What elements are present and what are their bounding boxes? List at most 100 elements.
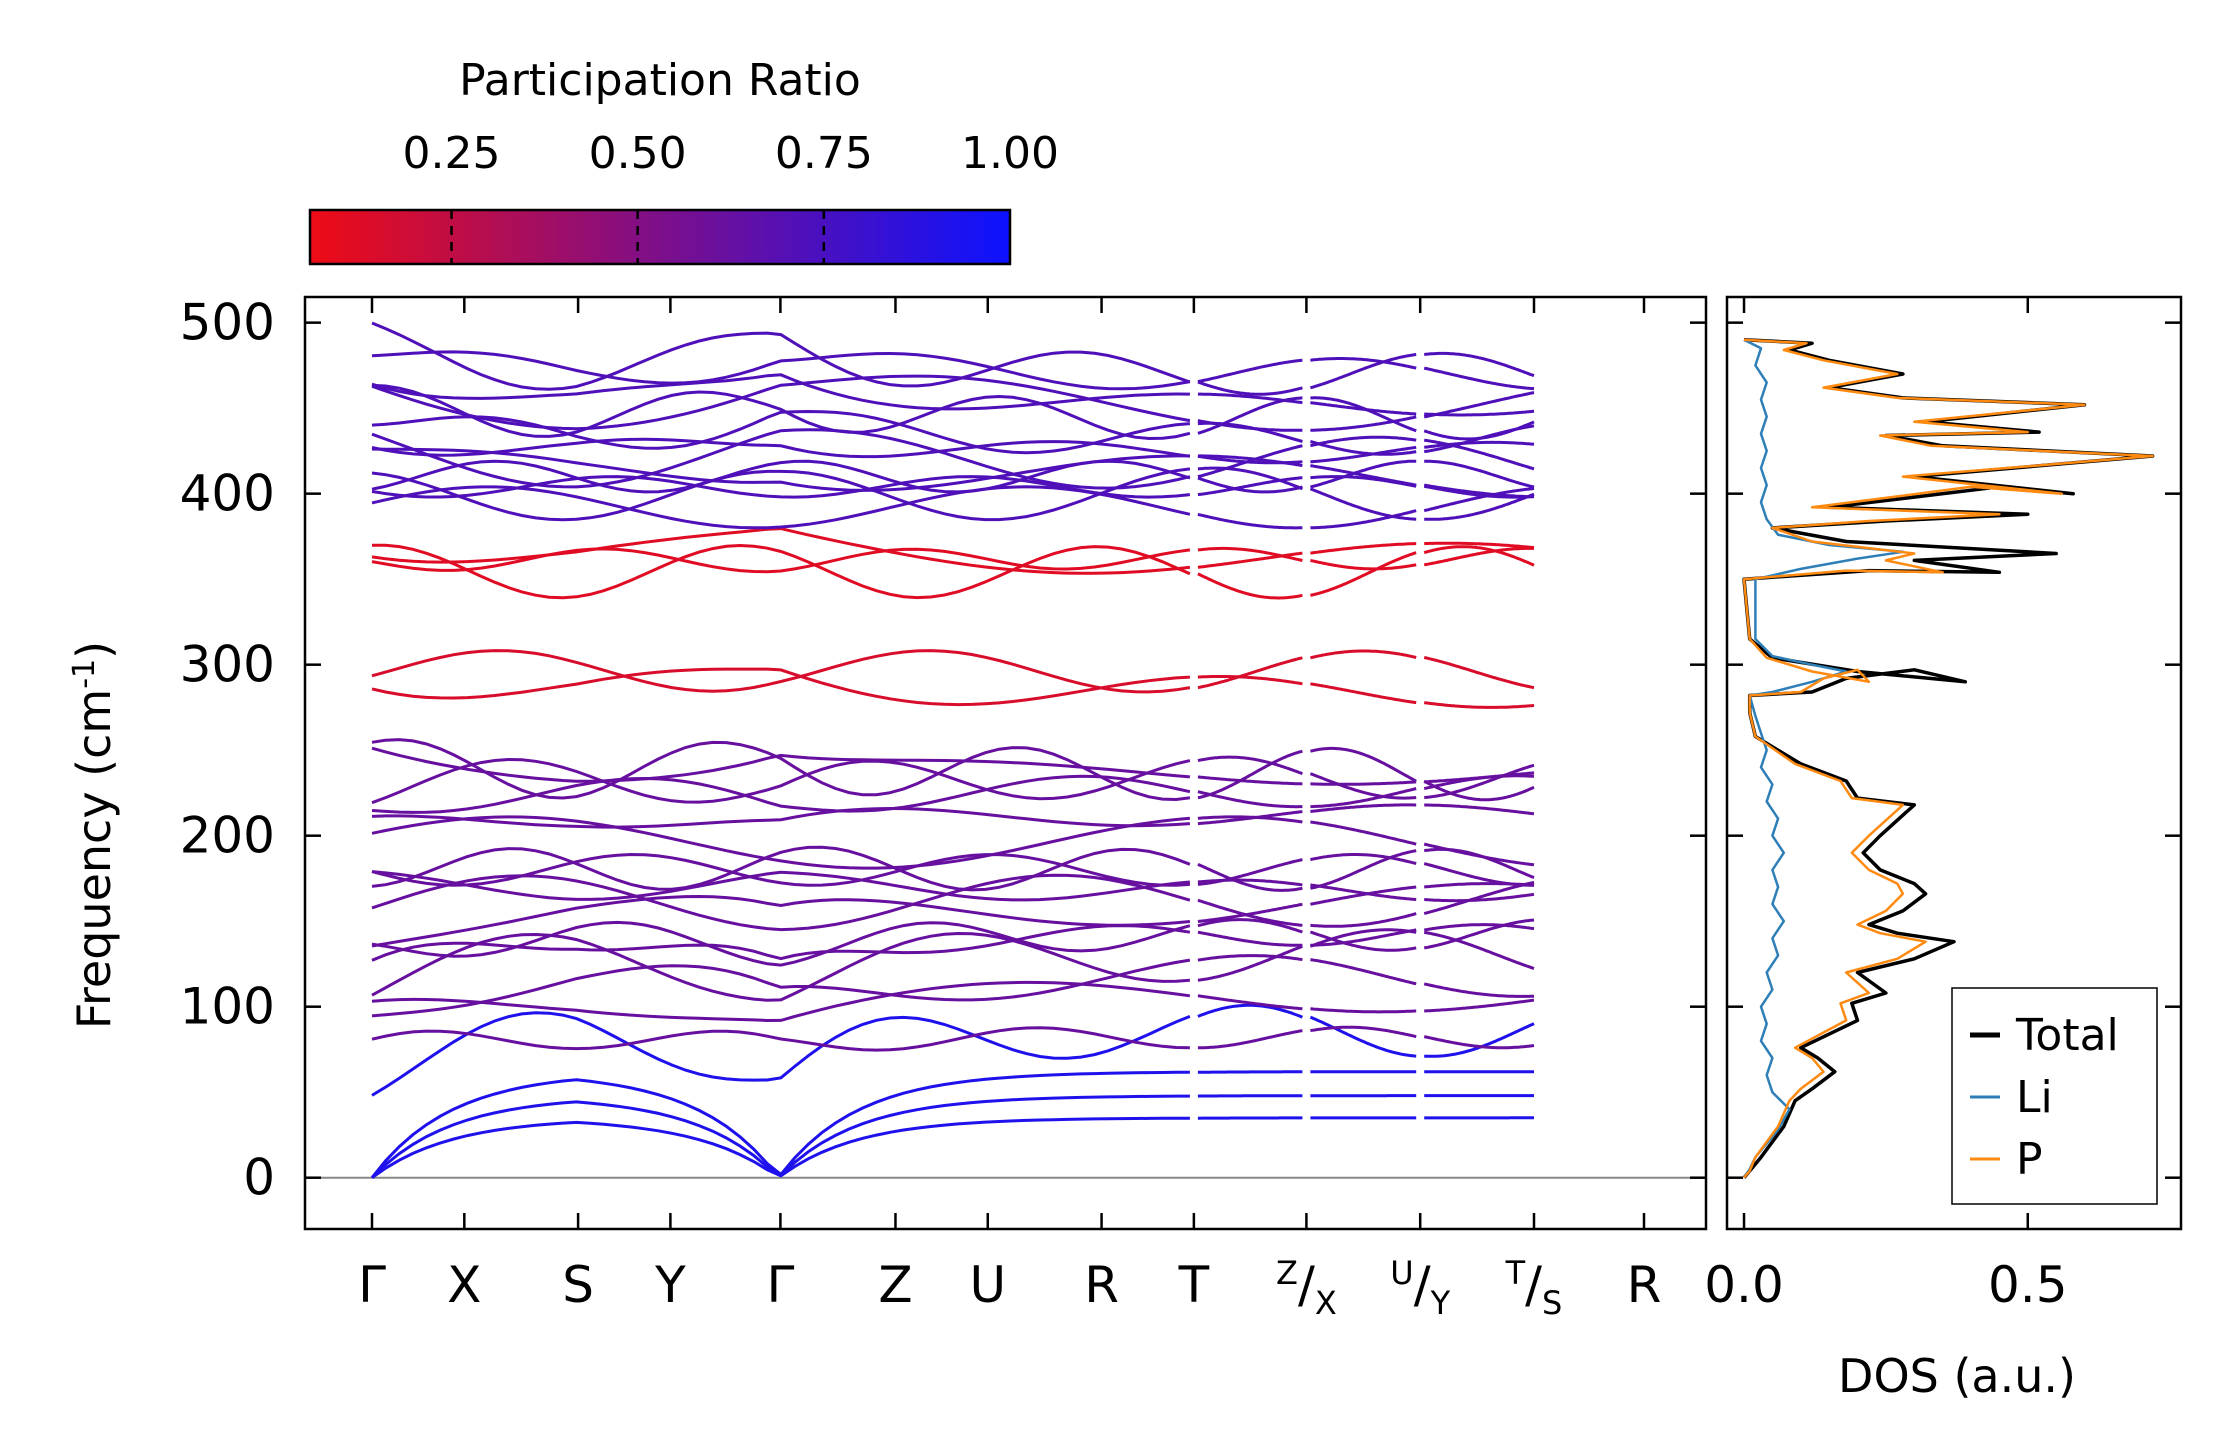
y-tick-label: 0	[243, 1149, 275, 1207]
band-line	[1424, 923, 1535, 932]
band-line	[1310, 459, 1417, 489]
band-line	[371, 547, 1191, 574]
band-line	[1424, 763, 1535, 799]
band-line	[371, 746, 1191, 783]
band-line	[371, 543, 1191, 600]
band-line	[1197, 392, 1303, 405]
band-line	[1197, 944, 1303, 982]
colorbar-tick-label: 0.75	[775, 128, 873, 179]
band-line	[1197, 1003, 1303, 1019]
band-line	[371, 845, 1191, 892]
high-symmetry-label: U/Y	[1390, 1254, 1450, 1322]
y-tick-label: 400	[180, 465, 275, 523]
band-line	[371, 373, 1190, 411]
band-line	[371, 428, 1191, 490]
band-line	[1423, 483, 1534, 499]
high-symmetry-label: U	[969, 1256, 1006, 1314]
band-line	[371, 350, 1191, 391]
high-symmetry-label: S	[562, 1256, 594, 1314]
band-line	[371, 447, 1190, 492]
band-line	[1423, 487, 1535, 513]
band-line	[371, 649, 1191, 694]
band-line	[371, 475, 1191, 499]
legend-label-total: Total	[2015, 1010, 2119, 1061]
band-line	[370, 1094, 1190, 1179]
band-structure-frame	[303, 295, 1708, 1231]
legend-label-li: Li	[2016, 1072, 2053, 1123]
band-line	[1309, 928, 1417, 948]
high-symmetry-label: Z/X	[1276, 1254, 1337, 1322]
colorbar-tick-label: 0.50	[589, 128, 687, 179]
band-line	[1310, 780, 1417, 786]
band-line	[1310, 649, 1417, 660]
band-line	[371, 437, 1191, 459]
high-symmetry-label: X	[447, 1256, 481, 1314]
band-line	[1309, 487, 1417, 521]
band-line	[1423, 880, 1535, 916]
band-line	[1424, 351, 1535, 378]
band-line	[1197, 790, 1303, 809]
band-line	[1197, 466, 1303, 491]
y-axis-label: Frequency (cm-1)	[67, 641, 121, 1029]
band-line	[1310, 1007, 1417, 1014]
band-line	[1309, 772, 1417, 800]
high-symmetry-label: T	[1178, 1256, 1210, 1314]
high-symmetry-label: R	[1084, 1256, 1119, 1314]
legend: Total Li P	[1951, 987, 2158, 1205]
band-line	[1423, 982, 1535, 998]
band-line	[1310, 853, 1417, 866]
band-line	[1423, 842, 1535, 867]
band-line	[1424, 409, 1535, 417]
band-line	[1197, 749, 1303, 800]
band-line	[371, 374, 1191, 431]
band-line	[371, 924, 1191, 962]
band-line	[1310, 445, 1417, 464]
band-line	[1423, 930, 1535, 970]
band-line	[1197, 1029, 1303, 1050]
band-line	[1310, 820, 1417, 846]
band-line	[1197, 419, 1303, 432]
band-line	[371, 467, 1191, 522]
band-line	[1309, 930, 1417, 952]
band-line	[1197, 656, 1303, 690]
y-tick-label: 500	[180, 294, 275, 352]
band-line	[1423, 545, 1535, 567]
band-line	[371, 958, 1191, 1018]
band-line	[1310, 551, 1417, 597]
band-line	[1197, 358, 1303, 384]
band-line	[1197, 930, 1303, 947]
band-line	[1197, 858, 1303, 886]
band-line	[1197, 380, 1303, 396]
high-symmetry-label: T/S	[1505, 1254, 1563, 1322]
y-tick-label: 300	[180, 636, 275, 694]
band-line	[1310, 885, 1417, 906]
band-line	[1197, 675, 1303, 686]
band-line	[371, 815, 1191, 870]
band-line	[371, 383, 1191, 441]
colorbar-tick-label: 1.00	[961, 128, 1059, 179]
band-line	[1310, 464, 1417, 487]
y-tick-label: 200	[180, 807, 275, 865]
band-line	[1310, 401, 1417, 416]
band-line	[370, 1070, 1190, 1179]
band-line	[1310, 912, 1417, 928]
colorbar: Participation Ratio 0.25 0.50 0.75 1.00	[308, 55, 1059, 266]
band-line	[1423, 779, 1535, 802]
band-line	[371, 873, 1191, 932]
band-line	[1424, 492, 1535, 521]
band-line	[1310, 928, 1417, 947]
band-line	[1310, 415, 1417, 432]
high-symmetry-label: Γ	[766, 1256, 794, 1314]
band-line	[1310, 1025, 1417, 1039]
band-line	[1310, 435, 1417, 448]
band-line	[1197, 810, 1303, 826]
band-line	[371, 1116, 1190, 1179]
band-line	[1423, 918, 1535, 950]
band-line	[1423, 420, 1535, 441]
band-line	[371, 980, 1191, 1023]
band-line	[1197, 994, 1303, 1011]
band-line	[1310, 883, 1417, 901]
band-line	[1310, 787, 1417, 809]
band-line	[1423, 546, 1534, 567]
band-line	[1310, 509, 1417, 530]
